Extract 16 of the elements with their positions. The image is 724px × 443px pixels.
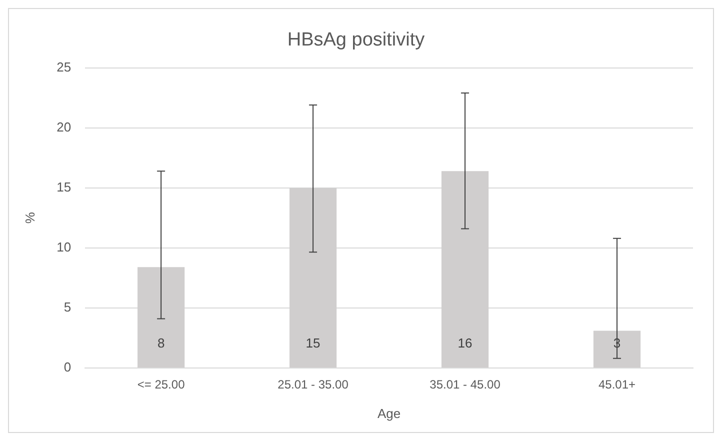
x-tick-label: 35.01 - 45.00 [430,378,501,392]
x-tick-label: 25.01 - 35.00 [278,378,349,392]
y-tick-label: 0 [64,360,72,375]
y-tick-label: 10 [56,240,72,254]
data-label: 8 [157,336,165,351]
x-tick-label: 45.01+ [598,378,636,392]
data-label: 15 [306,336,320,351]
data-label: 16 [458,336,472,351]
y-tick-label: 25 [56,59,72,74]
x-axis-title: Age [377,406,401,421]
chart-title: HBsAg positivity [287,30,426,51]
x-tick-label: <= 25.00 [137,378,186,392]
y-tick-label: 5 [64,300,72,315]
y-tick-label: 20 [56,119,72,134]
y-tick-label: 15 [56,179,72,194]
y-axis-title: % [22,212,38,224]
